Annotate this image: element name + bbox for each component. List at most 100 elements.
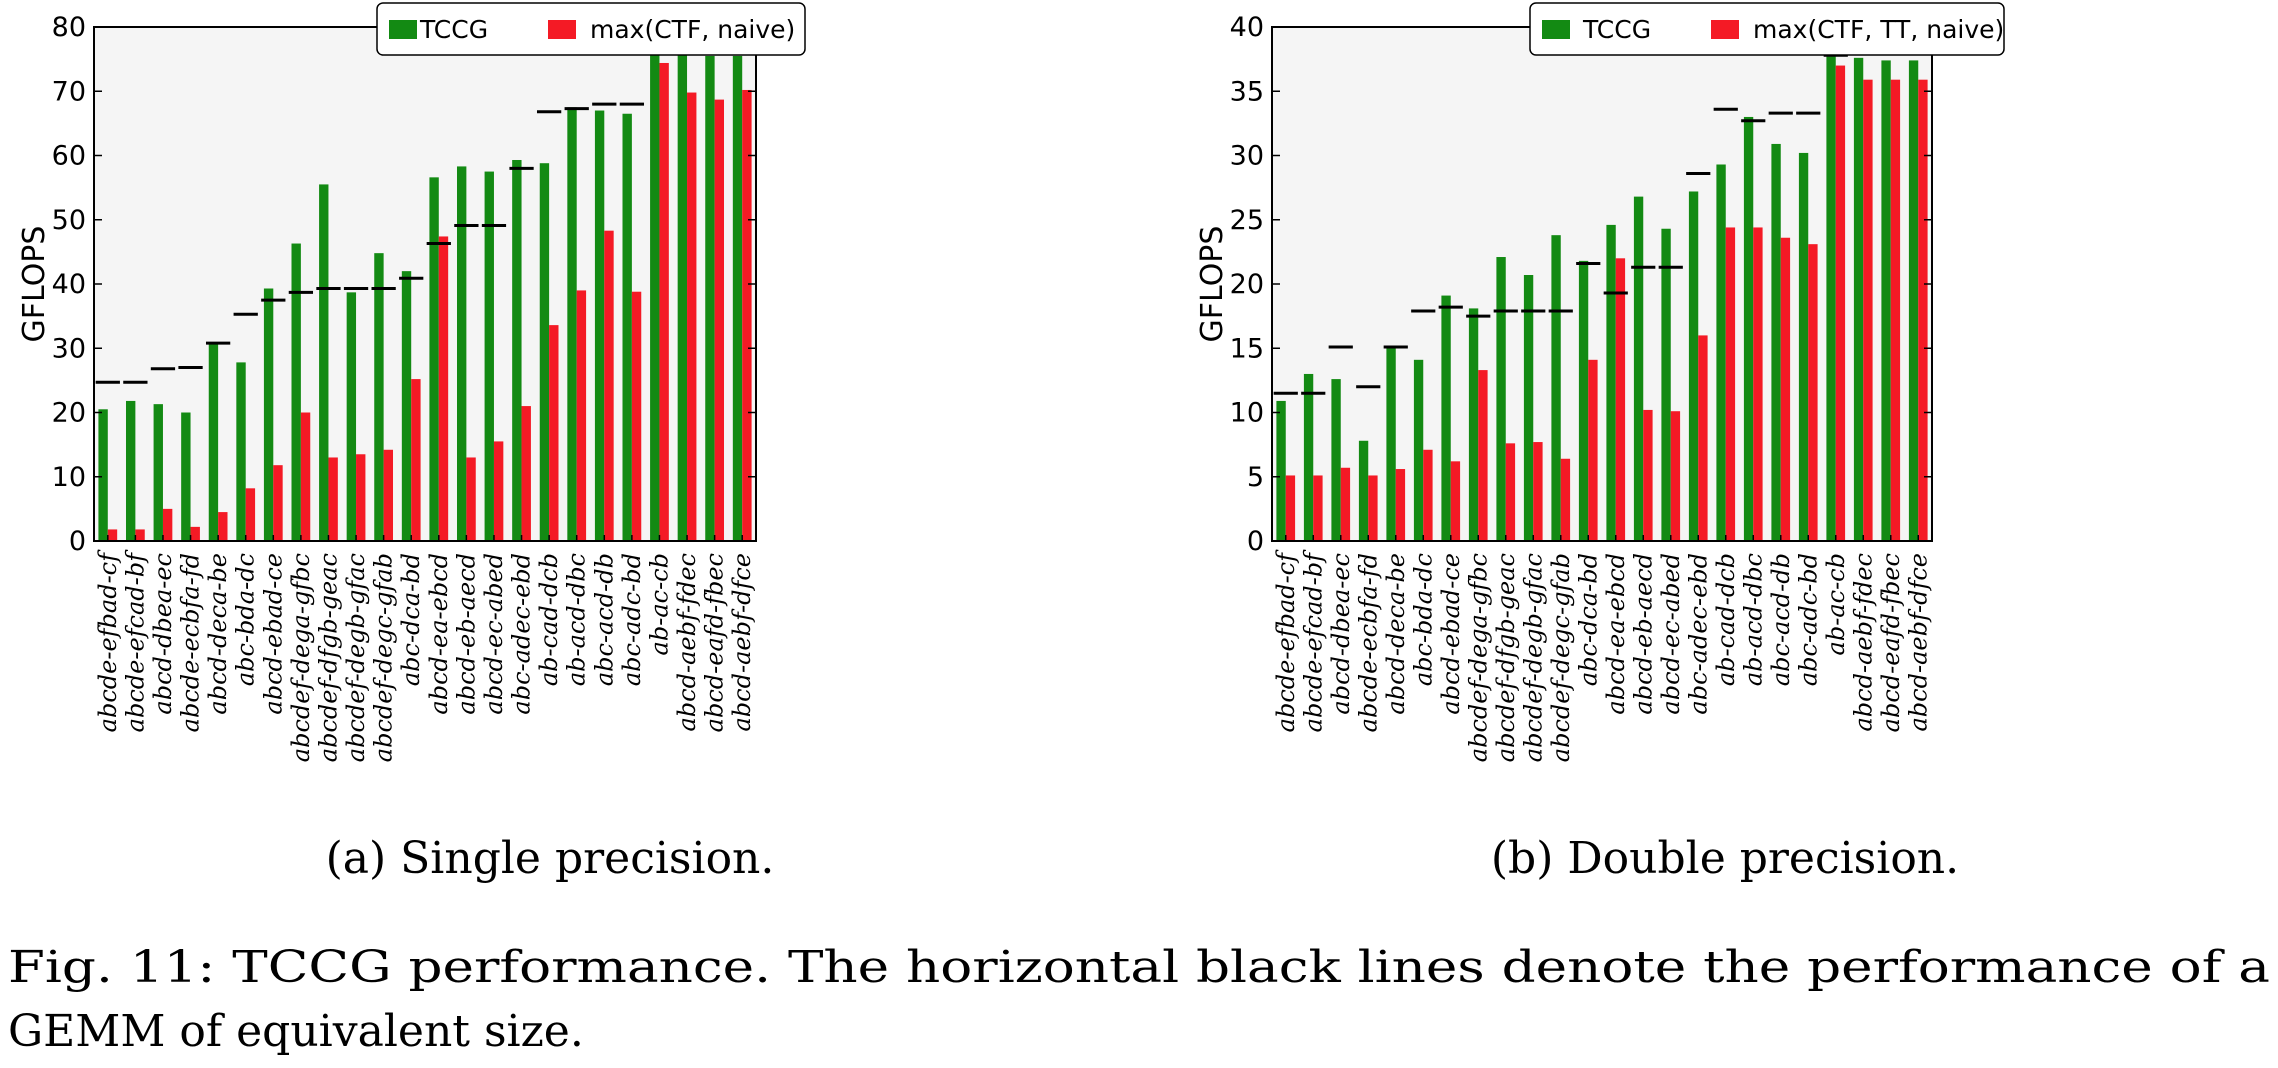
bar-tccg-ab-acd-dbc: [567, 107, 577, 541]
bar-tccg-abc-adc-bd: [622, 113, 632, 542]
x-tick-label: abc-adec-ebd: [1684, 553, 1712, 715]
bar-tccg-abcd-dbea-ec: [1331, 379, 1341, 541]
bar-other-abc-adc-bd: [1808, 244, 1818, 542]
x-tick-label: abcdef-degc-gfab: [1547, 553, 1575, 762]
x-tick-label: abcd-deca-be: [1382, 553, 1410, 715]
bar-tccg-ab-acd-dbc: [1743, 116, 1754, 541]
bar-other-ab-ac-cb: [1835, 65, 1846, 542]
y-tick-label: 40: [1230, 12, 1264, 43]
bar-tccg-abcd-dbea-ec: [153, 404, 163, 541]
bar-tccg-abcd-aebf-dfce: [1908, 60, 1919, 541]
bar-other-abcde-efcad-bf: [135, 529, 145, 541]
x-tick-label: abcde-efcad-bf: [121, 549, 149, 732]
x-tick-label: abcdef-degb-gfac: [1519, 553, 1547, 762]
bar-tccg-abcde-ecbfa-fd: [181, 412, 191, 541]
bar-other-abcdef-degb-gfac: [1533, 442, 1543, 541]
plot-area: [94, 27, 756, 541]
legend-label-other: max(CTF, TT, naive): [1753, 15, 2004, 44]
bar-other-abcdef-degc-gfab: [1560, 458, 1571, 541]
bar-tccg-abcd-eb-aecd: [1633, 196, 1644, 541]
y-tick-label: 20: [1230, 269, 1264, 300]
bar-tccg-abc-adec-ebd: [1688, 191, 1699, 542]
bar-tccg-abcd-aebf-dfce: [732, 55, 743, 541]
legend-box: [1529, 2, 2005, 56]
bar-other-abcd-deca-be: [218, 512, 228, 541]
y-tick-label: 0: [1247, 526, 1264, 557]
bar-other-abc-adec-ebd: [521, 406, 531, 541]
x-tick-label: abc-bda-dc: [232, 553, 260, 686]
y-tick-label: 0: [69, 526, 86, 557]
bar-tccg-abcd-ec-abed: [484, 171, 494, 541]
bar-other-abcd-aebf-dfce: [742, 89, 752, 541]
legend-label-other: max(CTF, naive): [590, 15, 795, 44]
bar-tccg-abc-dca-bd: [401, 271, 412, 541]
bar-other-ab-acd-dbc: [1753, 227, 1763, 541]
y-tick-label: 30: [52, 333, 86, 364]
bar-tccg-abcd-ebad-ce: [1441, 295, 1451, 541]
x-tick-label: abcd-eb-aecd: [452, 553, 480, 715]
bar-tccg-abcd-deca-be: [1386, 348, 1396, 541]
x-tick-label: abcdef-dfgb-geac: [314, 553, 342, 762]
bar-other-ab-ac-cb: [659, 62, 669, 541]
x-tick-label: ab-acd-dbc: [563, 553, 591, 686]
x-tick-label: ab-ac-cb: [1822, 553, 1850, 655]
bar-tccg-abcd-eafd-fbec: [705, 55, 715, 541]
y-tick-label: 50: [52, 205, 86, 236]
x-tick-label: abcd-dbea-ec: [149, 553, 177, 715]
bar-other-abcde-ecbfa-fd: [190, 526, 200, 541]
bar-tccg-abcd-eb-aecd: [456, 166, 467, 542]
x-tick-label: abcd-aebf-dfce: [728, 553, 756, 732]
x-tick-label: abcd-deca-be: [204, 553, 232, 715]
bar-other-abcdef-degc-gfab: [383, 449, 394, 541]
x-tick-label: ab-acd-dbc: [1739, 553, 1767, 686]
x-tick-label: abcdef-degc-gfab: [370, 553, 398, 762]
bar-other-abc-adc-bd: [631, 291, 642, 541]
x-tick-label: abc-acd-db: [590, 553, 618, 686]
y-tick-label: 60: [52, 141, 86, 172]
bar-other-abcde-efbad-cf: [1285, 475, 1296, 541]
bar-tccg-abcde-efbad-cf: [98, 409, 108, 541]
x-tick-label: ab-cad-dcb: [1712, 553, 1740, 686]
x-tick-label: abc-bda-dc: [1409, 553, 1437, 686]
x-tick-label: abcd-aebf-dfce: [1904, 553, 1932, 732]
bar-other-abc-acd-db: [604, 230, 614, 542]
legend-swatch-other: [1711, 20, 1739, 39]
bar-other-abcd-aebf-dfce: [1918, 79, 1928, 541]
x-tick-label: abc-adec-ebd: [508, 553, 536, 715]
bar-tccg-ab-cad-dcb: [1716, 164, 1726, 541]
x-tick-label: abcdef-dfgb-geac: [1492, 553, 1520, 762]
bar-other-abc-dca-bd: [411, 379, 421, 541]
bar-other-ab-cad-dcb: [1725, 227, 1736, 541]
bar-other-abc-adec-ebd: [1698, 335, 1708, 541]
subcaption-double-precision: (b) Double precision.: [1491, 833, 1959, 884]
x-tick-label: abcde-efbad-cf: [94, 549, 122, 732]
bar-tccg-abcdef-dfgb-geac: [319, 184, 329, 541]
bar-other-abcde-ecbfa-fd: [1368, 475, 1378, 541]
bar-other-abcd-aebf-fdec: [687, 92, 697, 541]
bar-other-abcde-efcad-bf: [1313, 475, 1323, 541]
bar-tccg-abcd-aebf-fdec: [677, 53, 688, 542]
bar-other-abc-dca-bd: [1588, 359, 1598, 541]
x-tick-label: abc-adc-bd: [1794, 553, 1822, 686]
x-tick-label: abcde-ecbfa-fd: [1354, 553, 1382, 732]
y-tick-label: 35: [1230, 76, 1264, 107]
x-tick-label: abc-adc-bd: [618, 553, 646, 686]
bar-tccg-ab-ac-cb: [650, 52, 660, 541]
x-tick-label: abcd-ea-ebcd: [1602, 553, 1630, 715]
legend-label-tccg: TCCG: [1582, 15, 1651, 44]
bar-other-abcd-eafd-fbec: [714, 99, 725, 541]
bar-tccg-ab-cad-dcb: [539, 163, 550, 541]
x-tick-label: abcde-ecbfa-fd: [177, 553, 205, 732]
y-tick-label: 80: [52, 12, 86, 43]
x-tick-label: abc-dca-bd: [1574, 553, 1602, 686]
bar-tccg-abcd-ebad-ce: [263, 288, 274, 541]
x-tick-label: abc-acd-db: [1767, 553, 1795, 686]
bar-other-abcd-ea-ebcd: [438, 236, 449, 541]
bar-tccg-abcdef-dfgb-geac: [1496, 257, 1506, 541]
bar-tccg-abcdef-dega-gfbc: [1468, 308, 1479, 541]
bar-tccg-abcd-deca-be: [208, 343, 219, 541]
y-tick-label: 5: [1247, 462, 1264, 493]
bar-tccg-abcd-eafd-fbec: [1881, 60, 1891, 541]
